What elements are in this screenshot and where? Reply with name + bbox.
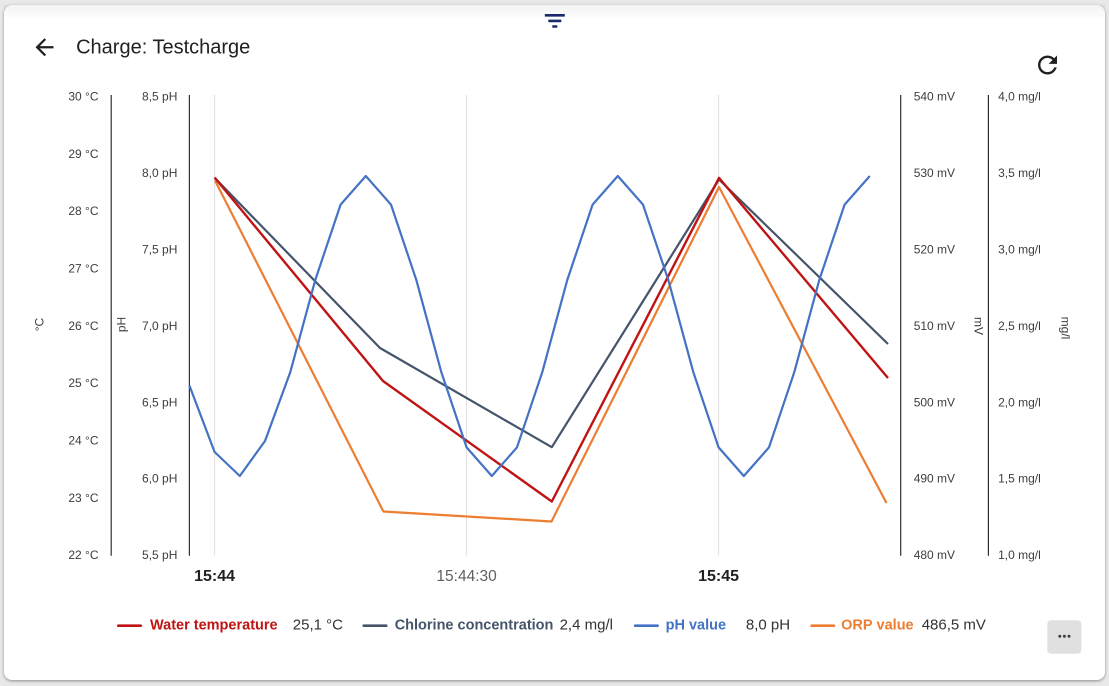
svg-text:8,5 pH: 8,5 pH — [142, 90, 177, 104]
svg-text:6,5 pH: 6,5 pH — [142, 395, 177, 409]
svg-text:25 °C: 25 °C — [68, 376, 98, 390]
svg-text:500 mV: 500 mV — [914, 395, 955, 409]
svg-text:mV: mV — [972, 317, 986, 335]
svg-text:°C: °C — [33, 317, 47, 331]
svg-text:pH: pH — [115, 317, 129, 332]
svg-text:7,0 pH: 7,0 pH — [142, 319, 177, 333]
svg-text:Charge: Testcharge: Charge: Testcharge — [76, 37, 250, 59]
svg-text:23 °C: 23 °C — [68, 491, 98, 505]
svg-text:28 °C: 28 °C — [68, 204, 98, 218]
svg-text:26 °C: 26 °C — [68, 319, 98, 333]
svg-text:480 mV: 480 mV — [914, 548, 955, 562]
svg-text:2,5 mg/l: 2,5 mg/l — [998, 319, 1041, 333]
svg-text:30 °C: 30 °C — [68, 90, 98, 104]
svg-text:4,0 mg/l: 4,0 mg/l — [998, 90, 1041, 104]
svg-text:3,5 mg/l: 3,5 mg/l — [998, 166, 1041, 180]
svg-text:3,0 mg/l: 3,0 mg/l — [998, 242, 1041, 256]
svg-text:15:44: 15:44 — [194, 568, 235, 585]
svg-text:24 °C: 24 °C — [68, 434, 98, 448]
svg-text:530 mV: 530 mV — [914, 166, 955, 180]
svg-text:8,0 pH: 8,0 pH — [142, 166, 177, 180]
svg-text:8,0 pH: 8,0 pH — [746, 617, 790, 634]
svg-text:6,0 pH: 6,0 pH — [142, 472, 177, 486]
svg-text:2,4 mg/l: 2,4 mg/l — [560, 617, 613, 634]
svg-text:7,5 pH: 7,5 pH — [142, 242, 177, 256]
svg-text:Water temperature: Water temperature — [150, 618, 278, 634]
svg-text:mg/l: mg/l — [1059, 317, 1073, 340]
svg-text:540 mV: 540 mV — [914, 90, 955, 104]
svg-text:15:45: 15:45 — [698, 568, 739, 585]
svg-text:1,5 mg/l: 1,5 mg/l — [998, 472, 1041, 486]
svg-text:520 mV: 520 mV — [914, 242, 955, 256]
svg-text:ORP value: ORP value — [841, 618, 914, 634]
svg-text:15:44:30: 15:44:30 — [436, 568, 497, 585]
svg-text:Chlorine concentration: Chlorine concentration — [395, 618, 554, 634]
svg-text:510 mV: 510 mV — [914, 319, 955, 333]
svg-text:27 °C: 27 °C — [68, 262, 98, 276]
svg-text:486,5 mV: 486,5 mV — [922, 617, 986, 634]
svg-text:25,1 °C: 25,1 °C — [293, 617, 343, 634]
svg-text:1,0 mg/l: 1,0 mg/l — [998, 548, 1041, 562]
svg-text:pH value: pH value — [666, 618, 726, 634]
svg-text:5,5 pH: 5,5 pH — [142, 548, 177, 562]
svg-text:22 °C: 22 °C — [68, 548, 98, 562]
svg-text:2,0 mg/l: 2,0 mg/l — [998, 395, 1041, 409]
svg-text:29 °C: 29 °C — [68, 147, 98, 161]
svg-text:490 mV: 490 mV — [914, 472, 955, 486]
